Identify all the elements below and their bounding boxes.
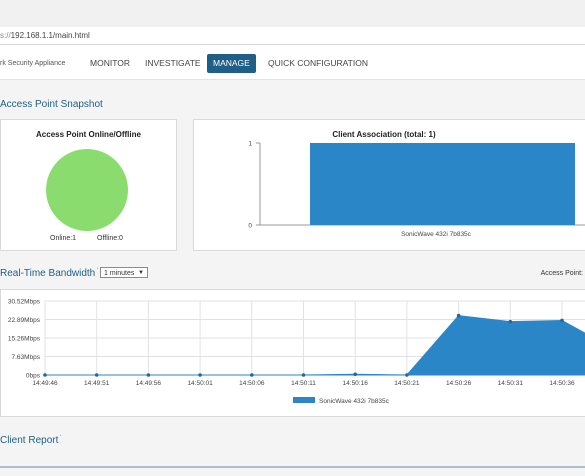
section-divider bbox=[0, 466, 585, 468]
area-data-point bbox=[456, 313, 461, 318]
area-x-tick-label: 14:50:06 bbox=[239, 380, 265, 387]
area-x-tick-label: 14:50:01 bbox=[187, 380, 213, 387]
bar-chart-svg: 0 1 SonicWave 432i 7b835c bbox=[248, 141, 585, 238]
brand-name: rk Security Appliance bbox=[0, 60, 66, 67]
area-x-tick-label: 14:50:21 bbox=[394, 380, 420, 387]
area-y-tick-label: 30.52Mbps bbox=[8, 299, 41, 306]
chevron-down-icon: ▼ bbox=[138, 270, 144, 276]
browser-titlebar bbox=[0, 0, 585, 28]
real-time-bandwidth-title: Real-Time Bandwidthˈ bbox=[0, 268, 99, 279]
area-data-point bbox=[560, 318, 564, 323]
area-legend-label: SonicWave 432i 7b835c bbox=[319, 398, 390, 405]
pie-chart-title: Access Point Online/Offline bbox=[36, 130, 141, 139]
area-x-tick-label: 14:50:31 bbox=[498, 380, 524, 387]
nav-quick-configuration[interactable]: QUICK CONFIGURATION bbox=[268, 58, 368, 68]
area-y-tick-label: 0bps bbox=[26, 373, 41, 380]
area-x-tick-label: 14:50:11 bbox=[291, 380, 316, 387]
nav-monitor[interactable]: MONITOR bbox=[90, 58, 130, 68]
bar-y-tick-label: 0 bbox=[248, 223, 252, 230]
bandwidth-chart-svg: 0bps 7.63Mbps 15.26Mbps 22.89Mbps 30.52Mbps 1… bbox=[8, 299, 585, 405]
pie-legend-offline: Offline:0 bbox=[97, 235, 123, 242]
area-data-point bbox=[94, 373, 99, 377]
area-x-tick-label: 14:50:26 bbox=[446, 380, 472, 387]
url-host-path: 192.168.1.1/main.html bbox=[10, 31, 90, 40]
area-y-tick-label: 7.63Mbps bbox=[11, 354, 40, 361]
area-x-tick-label: 14:49:56 bbox=[136, 380, 162, 387]
ap-online-offline-panel: Access Point Online/Offline Online:1 Off… bbox=[0, 119, 177, 251]
real-time-bandwidth-label: Real-Time Bandwidth bbox=[0, 268, 96, 279]
area-series-fill bbox=[45, 315, 585, 376]
pie-legend-online: Online:1 bbox=[50, 235, 76, 242]
area-y-tick-label: 22.89Mbps bbox=[8, 317, 41, 324]
bar-client-association bbox=[310, 143, 575, 225]
area-data-point bbox=[353, 372, 358, 377]
client-association-panel: Client Association (total: 1) 0 1 SonicWav… bbox=[193, 119, 585, 251]
interval-select-value: 1 minutes bbox=[104, 270, 135, 277]
pie-slice-online bbox=[46, 149, 128, 231]
app-header: rk Security Appliance MONITOR INVESTIGAT… bbox=[0, 45, 585, 80]
nav-manage[interactable]: MANAGE bbox=[207, 54, 256, 73]
access-point-snapshot-title: Access Point Snapshot bbox=[0, 99, 103, 110]
bar-y-tick-label: 1 bbox=[248, 141, 252, 148]
area-data-point bbox=[146, 373, 151, 377]
area-data-point bbox=[198, 373, 202, 377]
area-data-point bbox=[43, 373, 47, 377]
access-point-label: Access Point: bbox=[540, 270, 583, 277]
area-y-tick-label: 15.26Mbps bbox=[8, 336, 41, 343]
bandwidth-panel: 0bps 7.63Mbps 15.26Mbps 22.89Mbps 30.52Mbps 1… bbox=[0, 289, 585, 417]
client-report-title: Client Reportˈ bbox=[0, 435, 62, 446]
interval-select[interactable]: 1 minutes ▼ bbox=[100, 267, 148, 278]
bar-chart-title: Client Association (total: 1) bbox=[332, 130, 436, 139]
area-x-tick-label: 14:50:16 bbox=[343, 380, 369, 387]
help-tick-icon[interactable]: ˈ bbox=[59, 435, 62, 442]
area-x-tick-label: 14:49:46 bbox=[32, 380, 58, 387]
client-report-label: Client Report bbox=[0, 435, 59, 446]
nav-investigate[interactable]: INVESTIGATE bbox=[145, 58, 201, 68]
address-bar[interactable]: s://192.168.1.1/main.html bbox=[0, 27, 585, 45]
area-legend-swatch bbox=[293, 397, 315, 403]
url-scheme: s:// bbox=[0, 31, 11, 40]
pie-chart-svg: Online:1 Offline:0 bbox=[46, 149, 128, 242]
area-x-tick-label: 14:50:36 bbox=[549, 380, 575, 387]
area-data-point bbox=[301, 373, 306, 377]
area-data-point bbox=[508, 319, 513, 324]
area-data-point bbox=[250, 373, 254, 377]
help-tick-icon[interactable]: ˈ bbox=[96, 268, 99, 275]
area-x-tick-label: 14:49:51 bbox=[84, 380, 110, 387]
bar-x-tick-label: SonicWave 432i 7b835c bbox=[401, 231, 472, 238]
area-data-point bbox=[405, 373, 409, 377]
url-text[interactable]: s://192.168.1.1/main.html bbox=[0, 31, 90, 40]
